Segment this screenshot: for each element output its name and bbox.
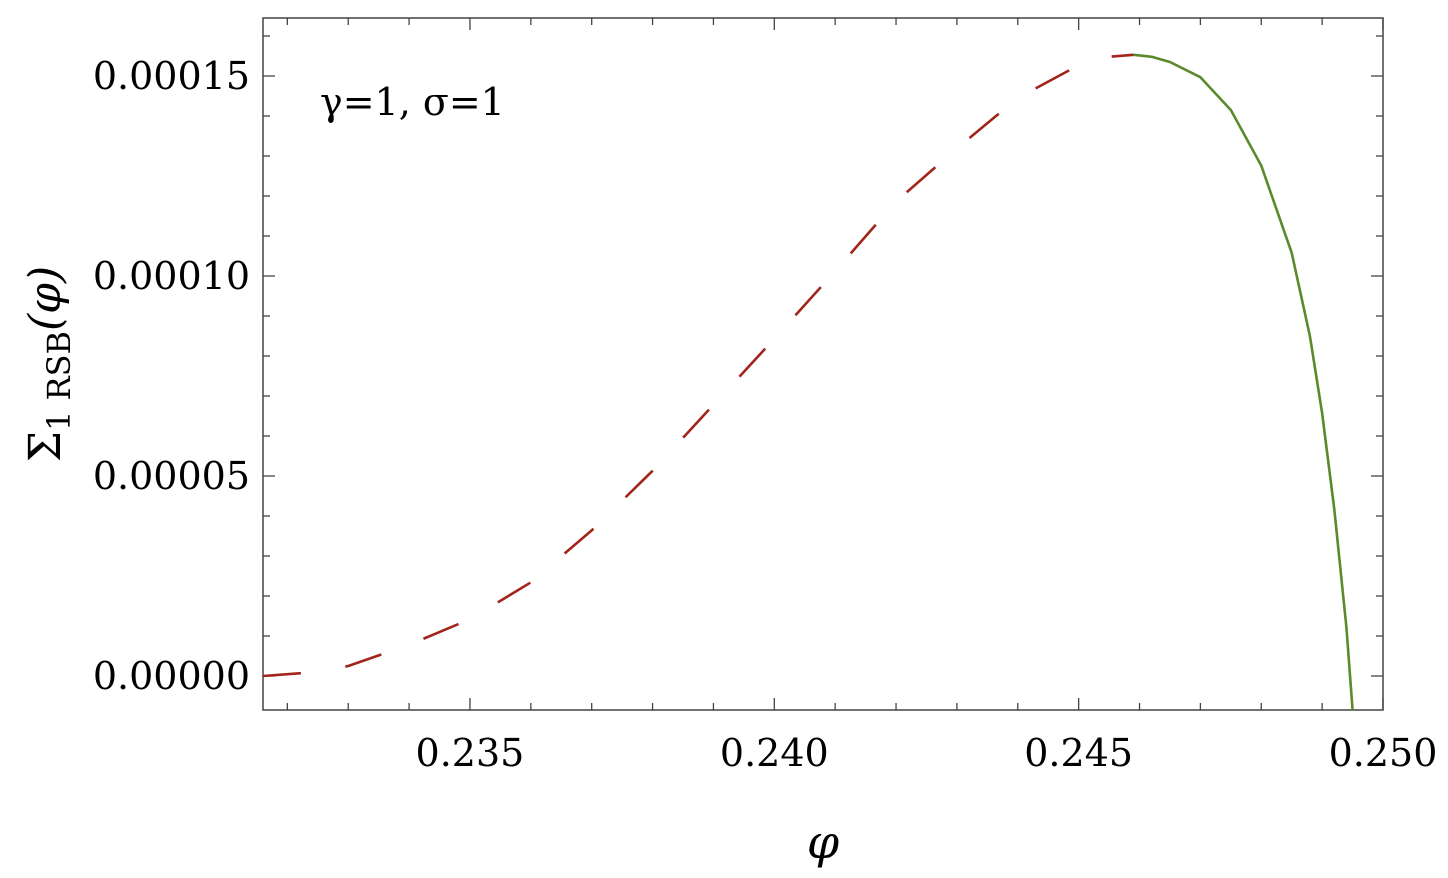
x-tick-label: 0.235 (416, 731, 525, 775)
series-line-2 (1133, 53, 1354, 710)
series-lines (263, 53, 1354, 710)
y-tick-label: 0.00005 (93, 454, 250, 498)
ticks (263, 18, 1384, 710)
y-axis-title-suffix: (φ) (20, 266, 71, 331)
y-tick-label: 0.00000 (93, 654, 250, 698)
x-axis-title: φ (807, 815, 840, 869)
tick-labels: 0.235 0.240 0.245 0.250 0.00000 0.00005 0.0001… (93, 54, 1438, 775)
y-axis-title-symbol: Σ (20, 431, 71, 462)
x-tick-label: 0.245 (1024, 731, 1133, 775)
annotation: γ=1, σ=1 (320, 80, 505, 124)
y-tick-label: 0.00015 (93, 54, 250, 98)
x-tick-label: 0.240 (720, 731, 829, 775)
plot-frame (262, 17, 1384, 711)
x-tick-label: 0.250 (1329, 731, 1438, 775)
y-axis-title-subscript: 1 RSB (40, 331, 78, 431)
series-line-1 (263, 53, 1134, 678)
y-axis-title: Σ1 RSB(φ) (20, 266, 78, 462)
y-tick-label: 0.00010 (93, 254, 250, 298)
